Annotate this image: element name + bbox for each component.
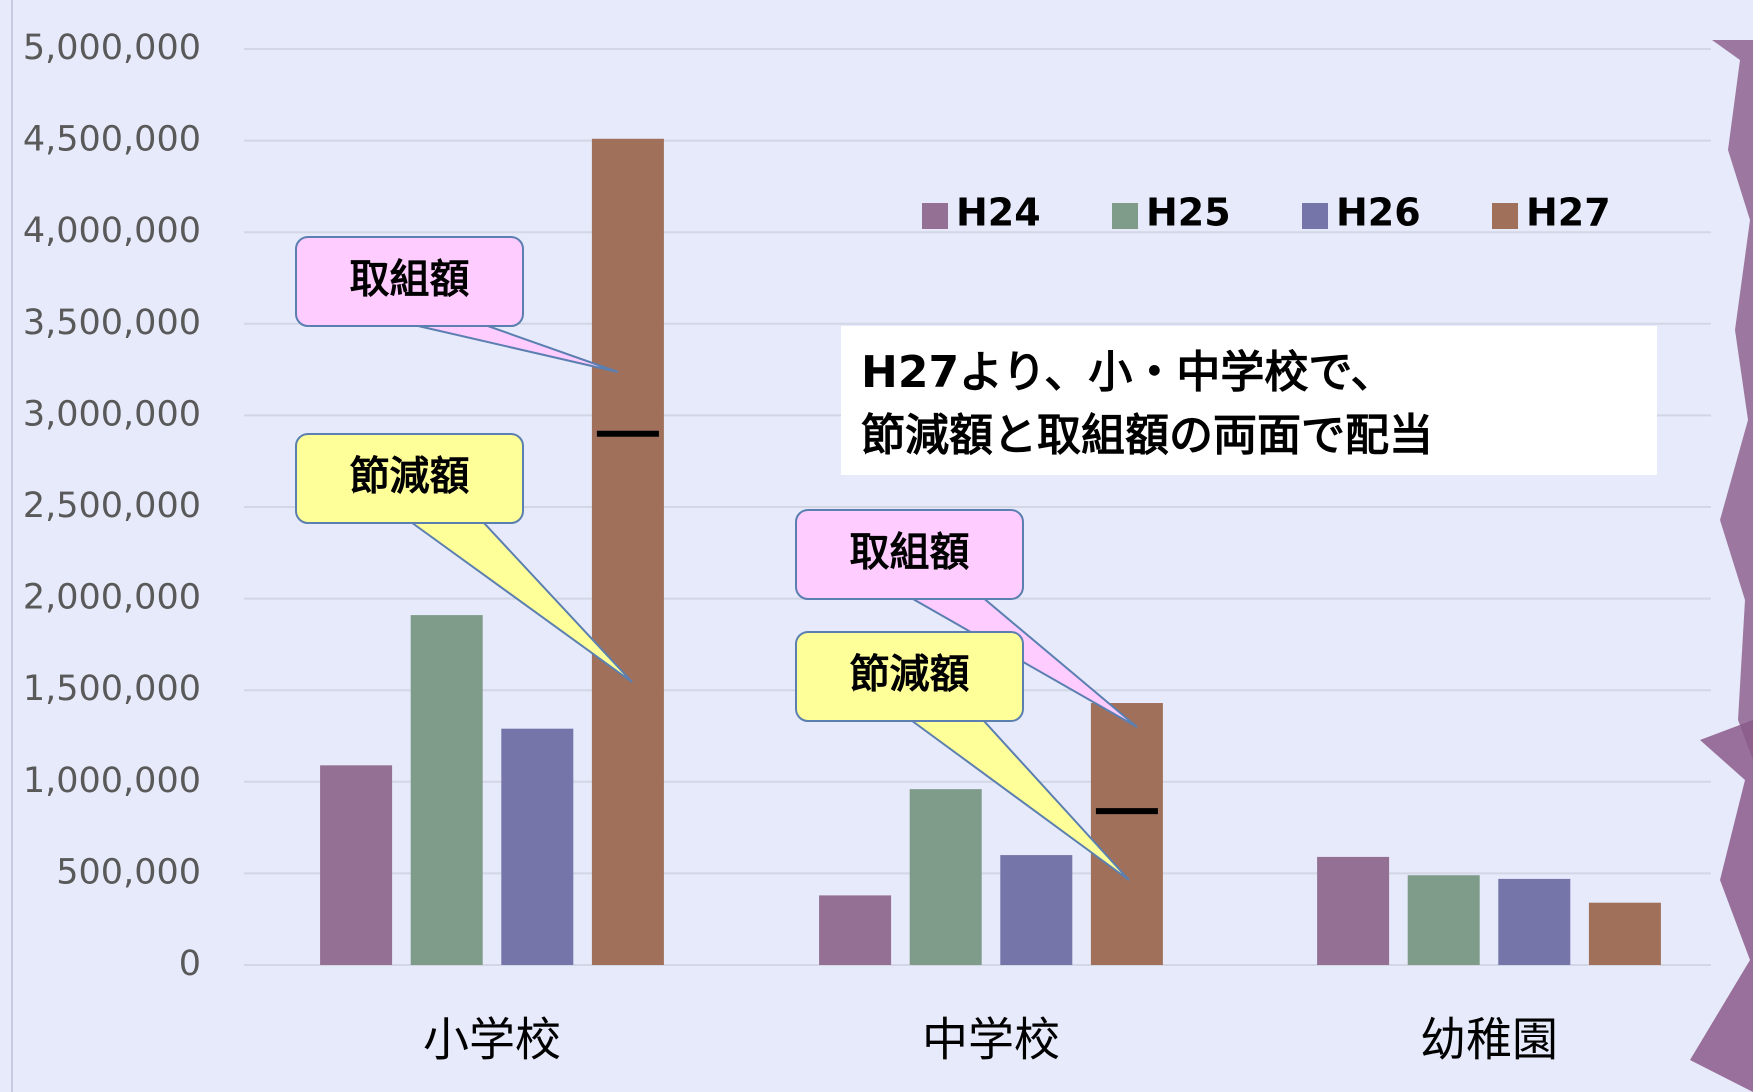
y-tick-label: 4,000,000 [23,211,201,251]
y-tick-label: 5,000,000 [23,28,201,68]
legend-swatch [1112,203,1138,229]
chart: 0 500,000 1,000,000 1,500,000 2,000,000 2,500… [0,0,1753,1092]
y-tick-label: 3,000,000 [23,394,201,434]
y-tick-label: 1,000,000 [23,761,201,801]
legend-label: H24 [956,191,1041,235]
note-line: 節減額と取組額の両面で配当 [861,410,1433,461]
callout-label: 取組額 [350,257,470,303]
bar [1498,879,1570,965]
y-tick-label: 3,500,000 [23,303,201,343]
y-tick-label: 0 [179,944,201,984]
bar [1000,855,1072,965]
bar [592,139,664,965]
bar [320,765,392,965]
bar [910,789,982,965]
bar [1408,875,1480,965]
callout-label: 節減額 [850,652,970,698]
y-tick-label: 2,000,000 [23,578,201,618]
legend-swatch [922,203,948,229]
legend-label: H27 [1526,191,1611,235]
bar [1317,857,1389,965]
bar [1091,703,1163,965]
legend-swatch [1492,203,1518,229]
y-tick-label: 2,500,000 [23,486,201,526]
legend-label: H26 [1336,191,1421,235]
x-tick-label: 小学校 [423,1013,561,1067]
y-tick-label: 1,500,000 [23,669,201,709]
bar [819,895,891,965]
bar [411,615,483,965]
callout-label: 取組額 [850,530,970,576]
y-tick-label: 500,000 [56,852,201,892]
bar [501,729,573,965]
y-tick-label: 4,500,000 [23,120,201,160]
note-line: H27より、小・中学校で、 [861,347,1395,398]
legend-swatch [1302,203,1328,229]
callout-label: 節減額 [350,454,470,500]
x-tick-label: 幼稚園 [1420,1013,1558,1067]
x-tick-label: 中学校 [922,1013,1060,1067]
bar [1589,903,1661,965]
legend-label: H25 [1146,191,1231,235]
